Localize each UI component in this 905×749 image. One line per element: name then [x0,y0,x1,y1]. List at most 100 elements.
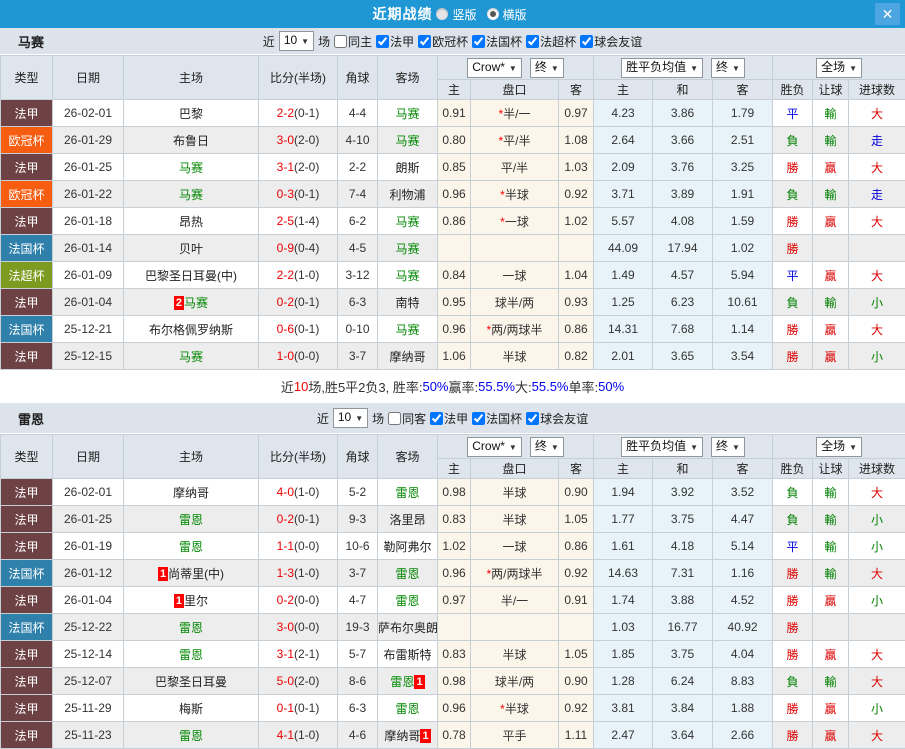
fulltime-score: 1-3 [276,566,294,580]
avg-final-select[interactable]: 终 ▼ [711,436,745,457]
handicap-odds-away [557,234,595,262]
handicap-odds-home: 0.97 [437,586,471,614]
halftime-score: (1-0) [294,728,320,742]
filter-league-checkbox-1[interactable] [472,411,486,425]
halftime-score: (2-0) [294,674,320,688]
league-type-badge: 法甲 [0,153,53,181]
filter-league-checkbox-0[interactable] [430,411,444,425]
home-team: 马赛 [123,342,259,370]
avg-final-select[interactable]: 终 ▼ [711,57,745,78]
match-row: 法国杯 26-01-12 1 尚蒂里(中) 1-3(1-0) 3-7 雷恩 0.96 *两/两球… [0,559,905,587]
handicap-odds-away: 1.08 [557,126,595,154]
odds-final-select[interactable]: 终 ▼ [529,57,564,78]
rank-badge: 2 [173,295,185,310]
result-goals: 大 [848,153,905,181]
filter-league-checkbox-4[interactable] [580,34,594,48]
column-header: 日期 [52,55,124,100]
avg-draw-odds: 3.75 [652,640,714,668]
away-team-name: 马赛 [395,241,420,256]
avg-lose-odds: 4.47 [712,505,774,533]
scope-select[interactable]: 全场 ▼ [816,57,863,78]
match-row: 欧冠杯 26-01-29 布鲁日 3-0(2-0) 4-10 马赛 0.80 *平/半 1.08… [0,126,905,154]
filter-league-checkbox-2[interactable] [472,34,486,48]
avg-draw-odds: 3.66 [652,126,714,154]
avg-win-odds: 2.09 [593,153,654,181]
match-score: 2-2(1-0) [258,261,338,289]
league-type-badge: 法超杯 [0,261,53,289]
home-team: 昂热 [123,207,259,235]
away-team: 马赛 [377,261,438,289]
match-date: 26-01-19 [52,532,124,560]
filter-league-checkbox-3[interactable] [526,34,540,48]
table-subheader-row: 主盘口客主和客胜负 让球 进球数 [1,458,905,479]
odds-company-select[interactable]: Crow* ▼ [467,436,522,457]
recent-count-select[interactable]: 10 ▼ [278,31,315,51]
result-handicap: 贏 [812,207,850,235]
filter-suffix-label: 场 [372,411,385,426]
handicap-line: 平/半 [470,153,559,181]
handicap-odds-away: 0.93 [557,288,595,316]
home-team-name: 雷恩 [178,728,203,743]
result-handicap: 輸 [812,559,850,587]
column-header: 客场 [377,434,438,479]
odds-company-select[interactable]: Crow* ▼ [467,57,522,78]
filter-league-checkbox-3-text: 法超杯 [540,34,577,49]
recent-count-select[interactable]: 10 ▼ [332,408,369,428]
away-team-name: 雷恩 [395,701,420,716]
avg-lose-odds: 4.52 [712,586,774,614]
away-team-name: 萨布尔奥朗尼 [378,620,438,635]
avg-lose-odds: 10.61 [712,288,774,316]
match-date: 26-02-01 [52,478,124,506]
league-type-badge: 法甲 [0,721,53,749]
chevron-down-icon: ▼ [690,442,699,452]
filter-league-checkbox-1[interactable] [418,34,432,48]
home-team: 布鲁日 [123,126,259,154]
horizontal-layout-radio[interactable] [486,8,499,20]
away-team-name: 摩纳哥 [384,728,421,743]
odds-final-select[interactable]: 终 ▼ [529,436,564,457]
handicap-odds-away [557,613,595,641]
filter-same-venue-checkbox[interactable] [334,34,348,48]
away-team: 雷恩 [377,586,438,614]
handicap-line: 一球 [470,532,559,560]
fulltime-score: 2-5 [276,214,294,228]
fulltime-score: 3-0 [276,620,294,634]
result-goals: 小 [848,532,905,560]
home-team-name: 里尔 [184,593,209,608]
handicap-line [470,234,559,262]
fulltime-score: 0-6 [276,322,294,336]
league-type-badge: 法甲 [0,694,53,722]
scope-select[interactable]: 全场 ▼ [816,436,863,457]
team-name: 雷恩 [18,411,45,427]
chevron-down-icon: ▼ [550,63,559,73]
filter-same-venue-checkbox[interactable] [388,411,402,425]
avg-odds-select[interactable]: 胜平负均值 ▼ [621,57,704,78]
handicap-odds-away: 0.82 [557,342,595,370]
match-date: 26-01-14 [52,234,124,262]
result-wdl: 勝 [772,153,814,181]
column-header: 类型 [0,55,53,100]
handicap-odds-away: 1.11 [557,721,595,749]
handicap-line: *半球 [470,180,559,208]
handicap-odds-away: 0.86 [557,315,595,343]
result-wdl: 勝 [772,613,814,641]
home-team-name: 马赛 [178,349,203,364]
league-type-badge: 法甲 [0,288,53,316]
close-icon[interactable]: ✕ [875,3,900,25]
halftime-score: (1-4) [294,214,320,228]
filter-league-checkbox-0[interactable] [376,34,390,48]
away-team: 马赛 [377,234,438,262]
column-header: 主场 [123,434,259,479]
avg-draw-odds: 3.75 [652,505,714,533]
halftime-score: (0-0) [294,620,320,634]
away-team-name: 布雷斯特 [383,647,432,662]
away-team: 马赛 [377,126,438,154]
filter-league-checkbox-1-label: 欧冠杯 [418,33,468,50]
filter-league-checkbox-2[interactable] [526,411,540,425]
result-handicap: 輸 [812,505,850,533]
subcolumn-header: 盘口 [470,458,559,479]
vertical-layout-radio[interactable] [436,8,449,20]
avg-odds-select[interactable]: 胜平负均值 ▼ [621,436,704,457]
match-date: 26-01-22 [52,180,124,208]
summary-segment: 单率: [568,380,599,395]
